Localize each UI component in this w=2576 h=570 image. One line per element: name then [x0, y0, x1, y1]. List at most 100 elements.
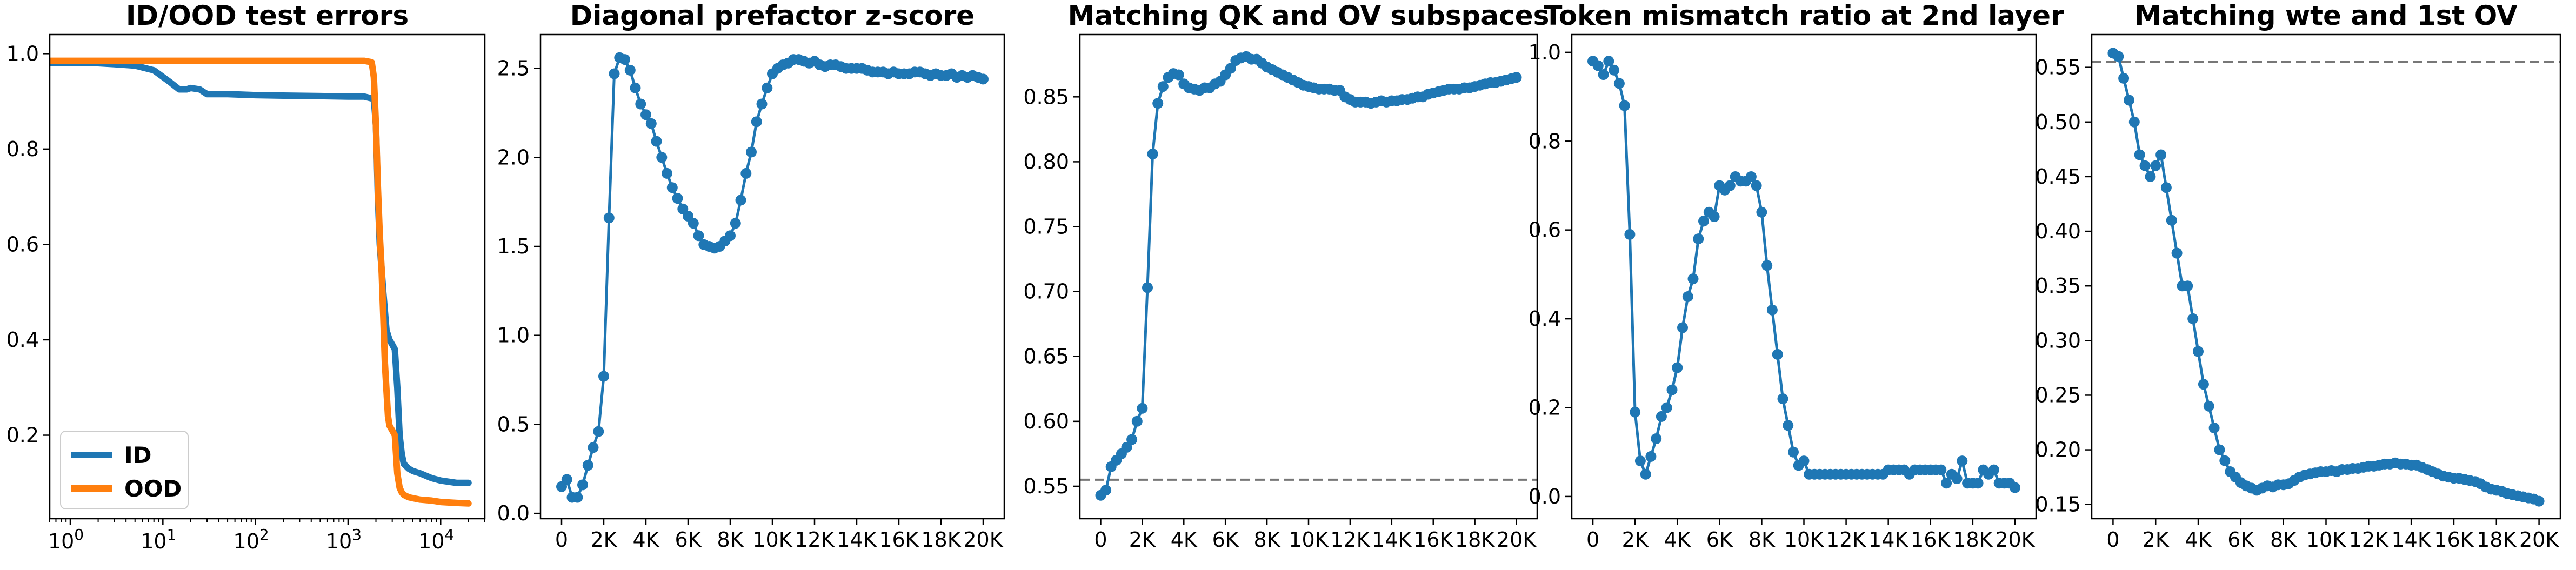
- data-point: [2214, 444, 2225, 455]
- y-tick-label: 0.0: [497, 501, 530, 525]
- y-tick-label: 0.60: [1023, 410, 1069, 433]
- x-tick-label: 2K: [1622, 528, 1649, 552]
- x-tick-label: 20K: [1497, 528, 1537, 552]
- data-point: [756, 98, 768, 110]
- data-point: [1511, 72, 1522, 83]
- y-tick-label: 0.25: [2035, 383, 2081, 407]
- axes-frame: [49, 33, 486, 520]
- y-tick-label: 0.70: [1023, 280, 1069, 304]
- data-point: [645, 118, 657, 129]
- data-point: [1777, 393, 1788, 405]
- data-point: [2150, 160, 2161, 171]
- data-point: [1619, 100, 1630, 111]
- y-tick-label: 1.0: [1529, 41, 1561, 64]
- y-tick-label: 0.55: [1023, 474, 1069, 498]
- series-line-ood: [50, 57, 472, 507]
- x-tick-label: 12K: [1826, 528, 1866, 552]
- x-tick-label: 4K: [2185, 528, 2212, 552]
- data-point: [603, 212, 615, 224]
- data-point: [2139, 160, 2151, 171]
- data-point: [2134, 149, 2145, 160]
- legend-label: ID: [124, 442, 152, 468]
- chart-panel-2: Diagonal prefactor z-score 0 2K 4K 6K 8K 10K 12…: [497, 0, 1005, 552]
- data-point: [1751, 180, 1762, 191]
- plot-area: [1080, 51, 1537, 501]
- data-point: [1121, 441, 1132, 453]
- data-point: [588, 442, 599, 453]
- x-tick-label: 16K: [2434, 528, 2474, 552]
- data-point: [1941, 478, 1952, 489]
- x-tick-label: 14K: [1372, 528, 1412, 552]
- data-point: [1936, 464, 1947, 475]
- data-point: [1677, 322, 1688, 333]
- data-point: [2118, 72, 2130, 84]
- data-point: [1225, 63, 1236, 74]
- y-tick-label: 2.0: [497, 145, 530, 169]
- x-tick-label: 8K: [1749, 528, 1776, 552]
- legend: ID OOD: [60, 431, 189, 509]
- y-tick-label: 1.0: [6, 42, 39, 65]
- y-tick-label: 0.2: [6, 424, 39, 447]
- chart-panel-5: Matching wte and 1st OV 0 2K 4K 6K 8K 10K 12K 14…: [2035, 0, 2561, 552]
- data-point: [1666, 384, 1678, 395]
- x-tick-label: 10K: [752, 528, 792, 552]
- data-point: [1798, 455, 1810, 467]
- data-point: [2171, 247, 2183, 259]
- x-tick-label: 12K: [1330, 528, 1370, 552]
- x-tick-label: 2K: [590, 528, 617, 552]
- data-point: [2219, 455, 2231, 466]
- data-point: [1603, 56, 1614, 67]
- data-point: [2182, 280, 2193, 292]
- x-tick-label: 101: [141, 526, 176, 553]
- data-point: [1592, 60, 1604, 71]
- data-point: [1972, 478, 1984, 489]
- data-point: [1609, 64, 1620, 76]
- data-point: [2155, 149, 2167, 160]
- data-point: [1988, 464, 1999, 475]
- chart-panel-3: Matching QK and OV subspaces 0 2K 4K 6K 8K 10K…: [1023, 0, 1549, 552]
- data-point: [735, 195, 746, 206]
- x-tick-label: 8K: [717, 528, 744, 552]
- data-point: [1630, 406, 1641, 418]
- data-point: [693, 230, 704, 242]
- y-tick-label: 2.5: [497, 57, 530, 81]
- data-point: [572, 492, 583, 503]
- data-point: [1624, 229, 1636, 240]
- data-point: [730, 218, 741, 229]
- x-tick-label: 6K: [1706, 528, 1733, 552]
- data-point: [640, 109, 651, 120]
- x-tick-label: 4K: [632, 528, 659, 552]
- data-point: [1687, 273, 1699, 285]
- data-point: [651, 136, 662, 147]
- data-point: [725, 230, 736, 242]
- x-tick-label: 12K: [2349, 528, 2389, 552]
- x-tick-label: 18K: [1455, 528, 1495, 552]
- plot-area: [1587, 56, 2020, 493]
- data-point: [1772, 348, 1783, 360]
- y-tick-label: 1.0: [497, 324, 530, 347]
- x-tick-label: 10K: [2306, 528, 2346, 552]
- x-tick-label: 16K: [1413, 528, 1453, 552]
- x-tick-label: 2K: [2143, 528, 2170, 552]
- plot-area: [50, 57, 472, 507]
- x-tick-label: 8K: [2270, 528, 2297, 552]
- data-point: [1100, 485, 1112, 496]
- data-point: [688, 218, 699, 229]
- x-tick-label: 103: [326, 526, 362, 553]
- data-point: [2113, 51, 2124, 62]
- x-tick-label: 20K: [2519, 528, 2559, 552]
- data-point: [2010, 482, 2020, 493]
- x-tick-label: 14K: [837, 528, 877, 552]
- data-point: [1661, 402, 1672, 413]
- x-tick-label: 20K: [963, 528, 1003, 552]
- y-tick-label: 1.5: [497, 234, 530, 258]
- data-point: [672, 193, 683, 204]
- data-point: [635, 98, 646, 110]
- data-point: [1152, 98, 1164, 109]
- y-tick-label: 0.30: [2035, 328, 2081, 352]
- data-point: [582, 460, 593, 471]
- data-point: [1656, 411, 1667, 422]
- data-point: [2208, 423, 2220, 434]
- data-point: [577, 479, 588, 491]
